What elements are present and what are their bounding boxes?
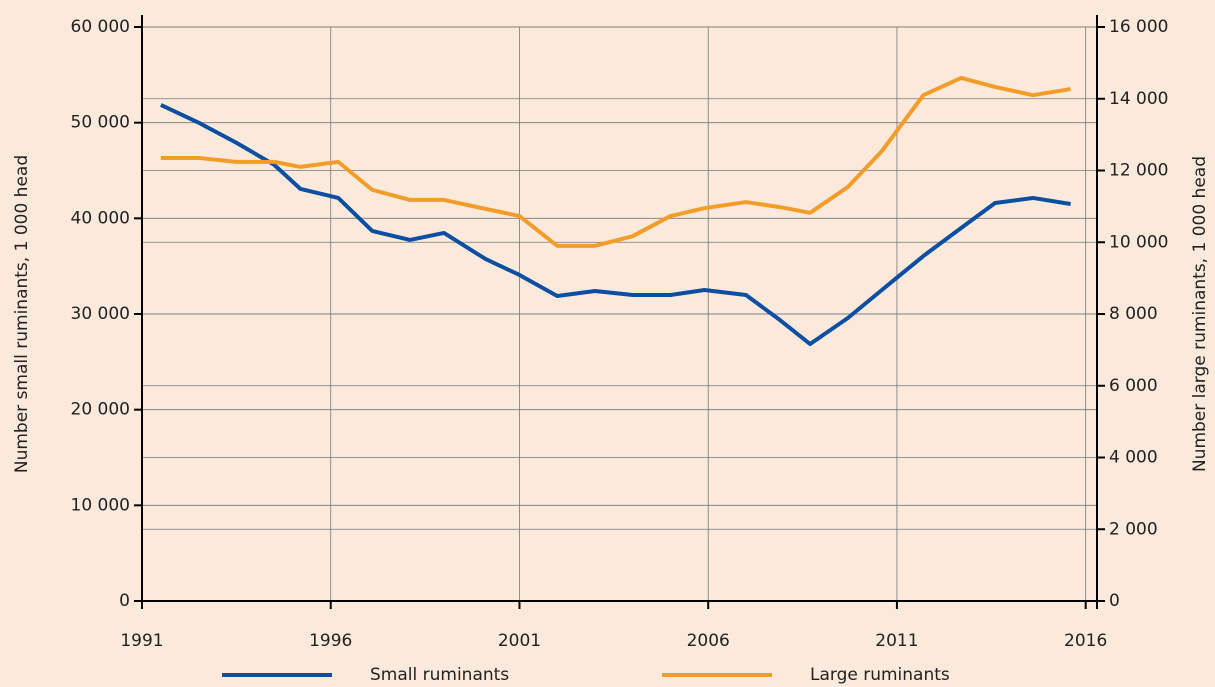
y-tick-label: 50 000: [71, 113, 130, 133]
y2-tick-label: 6 000: [1109, 376, 1158, 396]
y-axis-label: Number small ruminants, 1 000 head: [12, 155, 32, 473]
x-tick-label: 2001: [498, 631, 541, 651]
y2-tick-label: 14 000: [1109, 89, 1168, 109]
series-line: [160, 75, 1071, 248]
x-tick-label: 2011: [875, 631, 918, 651]
y2-tick-label: 10 000: [1109, 232, 1168, 252]
y2-tick-label: 12 000: [1109, 161, 1168, 181]
x-tick-label: 2006: [687, 631, 730, 651]
y-tick-label: 20 000: [71, 400, 130, 420]
legend-label: Large ruminants: [810, 665, 950, 685]
y2-tick-label: 0: [1109, 591, 1120, 611]
x-tick-label: 1996: [309, 631, 352, 651]
x-tick-label: 2016: [1064, 631, 1107, 651]
legend-label: Small ruminants: [370, 665, 509, 685]
y2-tick-label: 4 000: [1109, 448, 1158, 468]
y2-tick-label: 16 000: [1109, 17, 1168, 37]
y2-axis-label: Number large ruminants, 1 000 head: [1190, 156, 1210, 472]
y-tick-label: 10 000: [71, 495, 130, 515]
y-tick-label: 30 000: [71, 304, 130, 324]
y2-tick-label: 2 000: [1109, 519, 1158, 539]
y-tick-label: 40 000: [71, 208, 130, 228]
series-line: [160, 103, 1071, 347]
y-tick-label: 0: [119, 591, 130, 611]
y2-tick-label: 8 000: [1109, 304, 1158, 324]
x-tick-label: 1991: [120, 631, 163, 651]
y-tick-label: 60 000: [71, 17, 130, 37]
